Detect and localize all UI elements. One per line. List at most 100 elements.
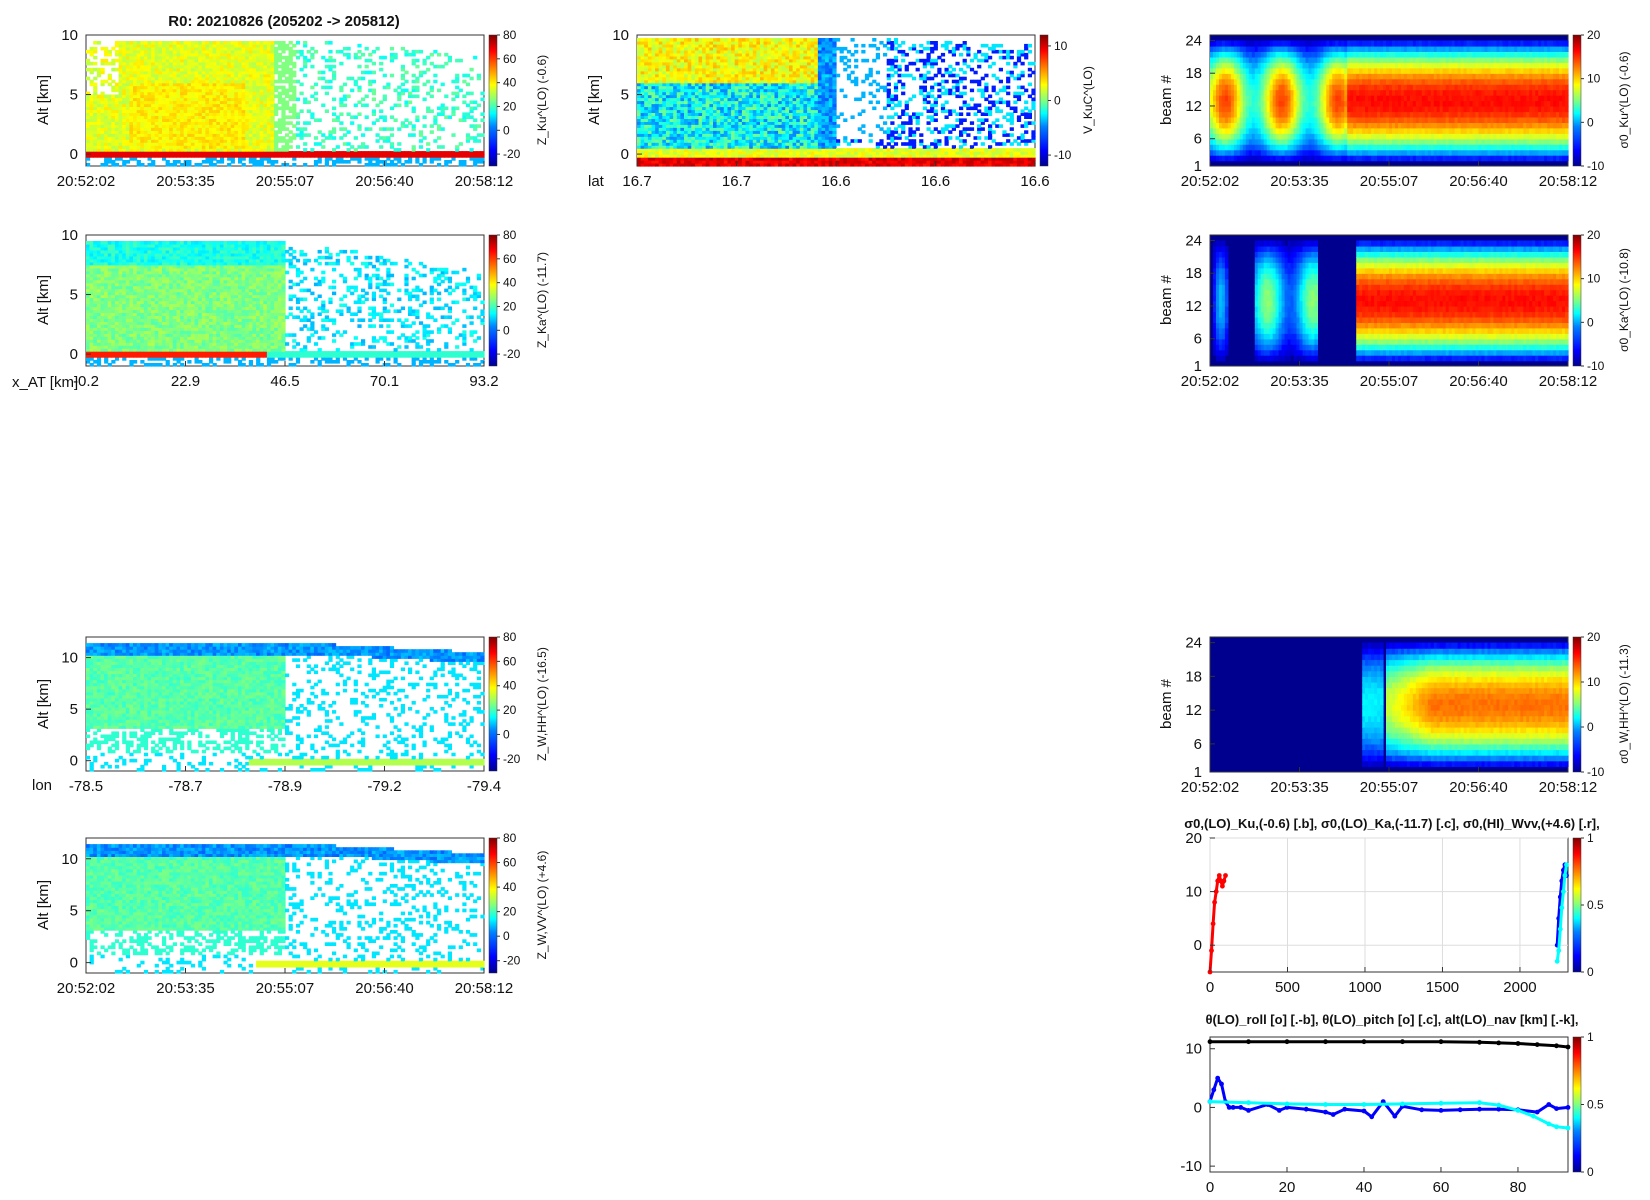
heatmap-cell [201,103,206,108]
heatmap-cell [705,160,710,164]
heatmap-cell [371,112,376,116]
heatmap-cell [669,49,674,54]
heatmap-cell [723,58,728,63]
heatmap-cell [807,58,812,63]
heatmap-cell [810,76,815,81]
heatmap-cell [640,61,645,66]
heatmap-cell [187,127,192,131]
heatmap-cell [781,142,786,146]
heatmap-cell [647,148,653,152]
heatmap-cell [172,148,177,152]
heatmap-cell [140,127,145,131]
heatmap-cell [93,118,98,122]
heatmap-cell [245,82,250,87]
heatmap-cell [238,109,243,113]
heatmap-cell [763,109,768,113]
heatmap-cell [647,58,653,63]
heatmap-cell [187,136,192,140]
heatmap-cell [122,139,127,143]
heatmap-cell [676,109,681,113]
heatmap-cell [205,142,210,146]
heatmap-cell [274,49,279,54]
heatmap-cell [107,118,112,122]
heatmap-cell [183,118,188,122]
heatmap-cell [187,52,192,57]
heatmap-cell [720,109,725,113]
heatmap-cell [277,139,282,143]
heatmap-cell [752,148,757,152]
heatmap-cell [227,64,232,69]
heatmap-cell [745,55,750,60]
heatmap-cell [447,154,452,158]
heatmap-cell [702,43,707,48]
heatmap-cell [317,157,322,161]
heatmap-cell [238,88,243,93]
heatmap-cell [451,154,456,158]
heatmap-cell [328,49,333,54]
heatmap-cell [169,73,174,78]
heatmap-cell [227,133,232,137]
heatmap-cell [147,106,152,111]
heatmap-cell [252,157,257,161]
heatmap-cell [263,130,268,134]
heatmap-cell [727,115,732,119]
heatmap-cell [709,139,714,143]
heatmap-cell [256,100,261,105]
heatmap-cell [705,46,710,51]
heatmap-cell [86,118,91,122]
heatmap-cell [673,154,678,158]
heatmap-cell [799,64,804,69]
heatmap-cell [187,58,192,63]
heatmap-cell [817,79,823,84]
heatmap-cell [680,73,685,78]
heatmap-cell [713,115,718,119]
heatmap-cell [665,103,671,108]
heatmap-cell [313,118,319,122]
heatmap-cell [100,163,105,167]
heatmap-cell [201,151,206,155]
heatmap-cell [227,94,232,99]
heatmap-cell [723,67,728,72]
heatmap-cell [651,136,656,140]
heatmap-cell [687,154,692,158]
heatmap-cell [684,82,689,87]
heatmap-cell [111,121,116,125]
heatmap-cell [198,61,203,66]
heatmap-cell [154,136,159,140]
heatmap-cell [408,100,413,105]
heatmap-cell [687,94,692,99]
heatmap-cell [223,109,228,113]
heatmap-cell [303,41,308,45]
heatmap-cell [440,103,445,108]
heatmap-cell [151,145,156,149]
heatmap-cell [180,112,185,116]
heatmap-cell [125,55,130,60]
heatmap-cell [234,73,239,78]
heatmap-cell [118,82,123,87]
heatmap-cell [723,41,728,45]
heatmap-cell [465,136,471,140]
heatmap-cell [147,91,152,96]
heatmap-cell [781,61,786,66]
heatmap-cell [763,79,768,84]
heatmap-cell [201,94,206,99]
heatmap-cell [183,61,188,66]
heatmap-cell [252,163,257,167]
heatmap-cell [731,136,736,140]
heatmap-cell [662,145,667,149]
heatmap-cell [676,52,681,57]
heatmap-cell [89,127,94,131]
heatmap-cell [662,55,667,60]
heatmap-cell [465,133,471,137]
heatmap-cell [176,154,181,158]
heatmap-cell [727,82,732,87]
heatmap-cell [469,157,474,161]
heatmap-cell [705,106,710,111]
heatmap-cell [332,97,337,102]
heatmap-cell [234,127,239,131]
heatmap-cell [716,163,721,167]
heatmap-cell [180,55,185,60]
heatmap-cell [658,41,663,45]
heatmap-cell [763,112,768,116]
heatmap-cell [219,130,225,134]
